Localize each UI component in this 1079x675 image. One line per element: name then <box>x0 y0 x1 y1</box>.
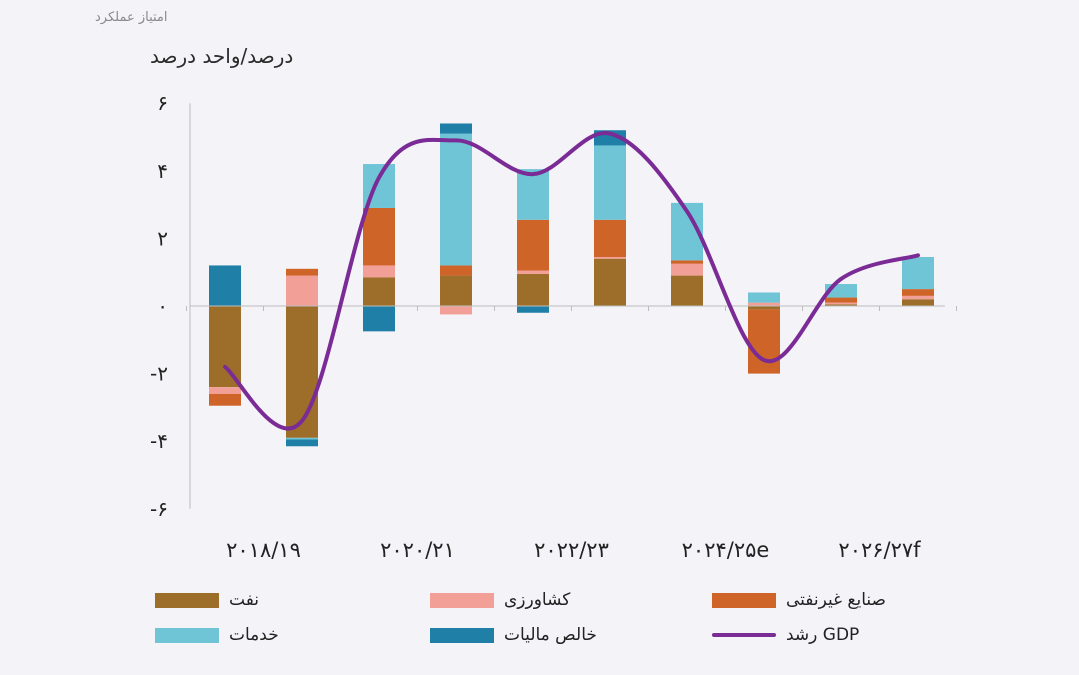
y-tick-label: -۲ <box>150 362 168 386</box>
x-tick-label: ۲۰۱۸/۱۹ <box>226 538 301 562</box>
bar-segment-3-1 <box>286 437 318 440</box>
y-tick-label: ۶ <box>157 91 168 115</box>
bar-segment-0-3 <box>440 275 472 306</box>
bar-segment-1-6 <box>671 263 703 276</box>
bar-segment-1-7 <box>748 302 780 306</box>
x-tick-label: ۲۰۲۲/۲۳ <box>534 538 609 562</box>
bar-segment-0-0 <box>209 306 241 388</box>
gdp-growth-line <box>223 131 920 431</box>
y-tick-label: -۴ <box>150 429 168 453</box>
y-tick-label: ۰ <box>157 294 168 318</box>
y-tick-labels: ۶ ۴ ۲ ۰ -۲ -۴ -۶ <box>150 91 168 521</box>
bar-segment-1-1 <box>286 275 318 306</box>
bar-segment-1-9 <box>902 295 934 300</box>
bar-segment-3-3 <box>440 133 472 266</box>
x-tick-label: ۲۰۲۴/۲۵e <box>682 538 770 562</box>
bar-segment-4-2 <box>363 306 395 332</box>
bar-segment-1-3 <box>440 306 472 315</box>
y-axis-unit-label: درصد/واحد درصد <box>150 44 294 68</box>
bar-segment-0-6 <box>671 275 703 306</box>
x-tick-label: ۲۰۲۰/۲۱ <box>380 538 455 562</box>
bar-segment-4-4 <box>517 306 549 313</box>
bar-segment-2-3 <box>440 265 472 276</box>
bar-segment-2-9 <box>902 289 934 296</box>
bar-segment-4-3 <box>440 123 472 134</box>
bar-segment-2-4 <box>517 219 549 271</box>
y-tick-label: -۶ <box>150 497 168 521</box>
y-tick-label: ۲ <box>157 226 168 250</box>
bar-segment-3-7 <box>748 292 780 303</box>
bar-segment-2-0 <box>209 393 241 406</box>
gdp-line-layer <box>223 131 920 431</box>
bars-layer <box>209 123 934 447</box>
x-tick-labels: ۲۰۱۸/۱۹ ۲۰۲۰/۲۱ ۲۰۲۲/۲۳ ۲۰۲۴/۲۵e ۲۰۲۶/۲۷f <box>226 538 921 562</box>
bar-segment-3-4 <box>517 169 549 220</box>
bar-segment-0-4 <box>517 273 549 306</box>
bar-segment-0-5 <box>594 258 626 306</box>
bar-segment-0-9 <box>902 299 934 306</box>
bar-segment-0-2 <box>363 277 395 306</box>
bar-segment-2-6 <box>671 260 703 264</box>
bar-segment-3-9 <box>902 256 934 290</box>
axis-layer <box>186 103 957 509</box>
y-tick-label: ۴ <box>157 159 168 183</box>
x-tick-label: ۲۰۲۶/۲۷f <box>838 538 921 562</box>
bar-segment-0-1 <box>286 306 318 438</box>
bar-segment-2-8 <box>825 297 857 303</box>
bar-segment-2-5 <box>594 219 626 257</box>
bar-segment-0-7 <box>748 306 780 310</box>
bar-segment-1-5 <box>594 256 626 259</box>
bar-segment-1-4 <box>517 270 549 274</box>
bar-segment-1-2 <box>363 265 395 278</box>
bar-segment-4-0 <box>209 265 241 306</box>
bar-segment-2-7 <box>748 309 780 374</box>
bar-segment-4-1 <box>286 439 318 447</box>
bar-segment-1-8 <box>825 302 857 305</box>
bar-segment-3-5 <box>594 145 626 220</box>
bar-segment-2-2 <box>363 207 395 266</box>
watermark-text: امتیاز عملکرد <box>95 10 168 25</box>
bar-segment-2-1 <box>286 268 318 276</box>
bar-segment-0-8 <box>825 304 857 306</box>
bar-segment-1-0 <box>209 387 241 394</box>
